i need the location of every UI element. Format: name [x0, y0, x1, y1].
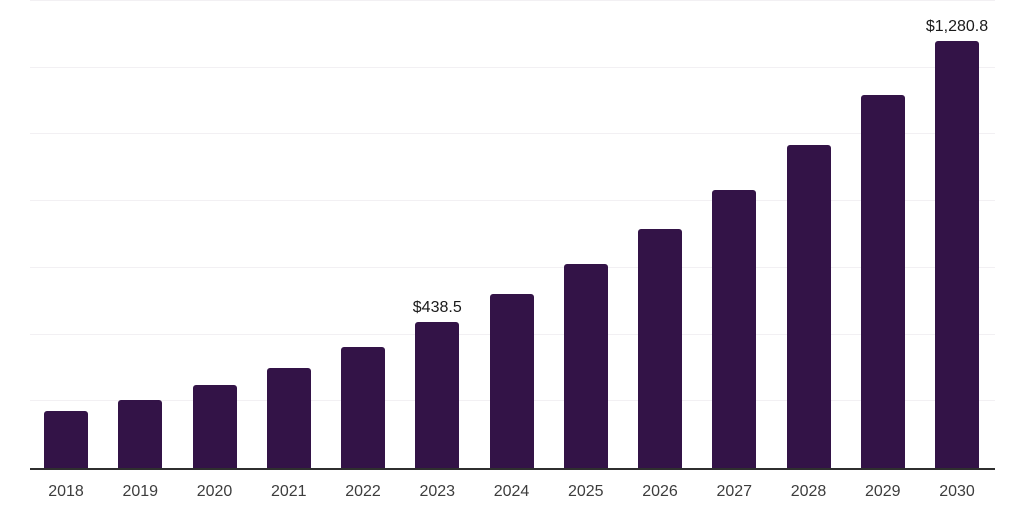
gridline: [30, 133, 995, 135]
x-tick-label: 2024: [493, 483, 530, 500]
x-tick-2026: 2026: [638, 482, 682, 502]
bar-2024: [489, 293, 534, 468]
x-tick-2030: 2030: [935, 482, 979, 502]
x-tick-2024: 2024: [490, 482, 534, 502]
bar-2029: [860, 95, 905, 468]
x-axis-labels: 2018 2019 2020 2021 2022 2023 2024 2025 2026 2027…: [30, 482, 995, 502]
x-tick-label: 2019: [122, 483, 159, 500]
x-tick-2019: 2019: [118, 482, 162, 502]
bar-cell-2021: [266, 1, 311, 468]
bar-cell-2025: [563, 1, 608, 468]
x-tick-2025: 2025: [564, 482, 608, 502]
bar-cell-2018: [44, 1, 88, 468]
bar-cell-2019: [118, 1, 163, 468]
gridline: [30, 0, 995, 1]
bar-2026: [638, 229, 682, 468]
bar-2028: [786, 145, 831, 468]
x-tick-label: 2018: [48, 483, 84, 500]
bar-cell-2028: [786, 1, 831, 468]
bar-2018: [44, 410, 88, 468]
bar-value-label-2023: $438.5: [412, 298, 462, 316]
x-tick-2023: 2023: [415, 482, 459, 502]
bar-2025: [563, 263, 608, 468]
bar-cell-2022: [341, 1, 385, 468]
x-tick-label: 2023: [419, 483, 456, 500]
bar-cell-2029: [860, 1, 905, 468]
bar-value-label-2030: $1,280.8: [925, 17, 989, 35]
bar-2030: [935, 40, 979, 468]
x-tick-label: 2028: [790, 483, 827, 500]
bar-cell-2020: [192, 1, 237, 468]
x-tick-label: 2020: [196, 483, 233, 500]
bars-row: $438.5 $1,280.8: [30, 1, 995, 468]
x-tick-2018: 2018: [44, 482, 88, 502]
gridline: [30, 66, 995, 68]
bar-2020: [192, 385, 237, 468]
x-tick-label: 2022: [345, 483, 381, 500]
x-tick-2027: 2027: [712, 482, 756, 502]
x-tick-label: 2025: [567, 483, 604, 500]
x-tick-label: 2027: [716, 483, 753, 500]
plot-area: $438.5 $1,280.8: [30, 0, 995, 470]
bar-2021: [266, 367, 311, 468]
x-tick-label: 2026: [642, 483, 678, 500]
x-tick-label: 2029: [864, 483, 901, 500]
bar-2019: [118, 399, 163, 468]
x-tick-2028: 2028: [787, 482, 831, 502]
bar-cell-2030: $1,280.8: [926, 1, 988, 468]
bar-2023: [415, 321, 460, 468]
bar-2027: [712, 190, 757, 468]
x-tick-2029: 2029: [861, 482, 905, 502]
x-tick-2021: 2021: [267, 482, 311, 502]
x-tick-2020: 2020: [193, 482, 237, 502]
x-tick-label: 2030: [939, 483, 975, 500]
gridline: [30, 200, 995, 202]
bar-cell-2027: [712, 1, 757, 468]
x-tick-label: 2021: [270, 483, 307, 500]
bar-cell-2023: $438.5: [412, 1, 462, 468]
bar-cell-2026: [638, 1, 682, 468]
gridline: [30, 266, 995, 268]
bar-cell-2024: [489, 1, 534, 468]
bar-2022: [341, 346, 385, 468]
x-tick-2022: 2022: [341, 482, 385, 502]
